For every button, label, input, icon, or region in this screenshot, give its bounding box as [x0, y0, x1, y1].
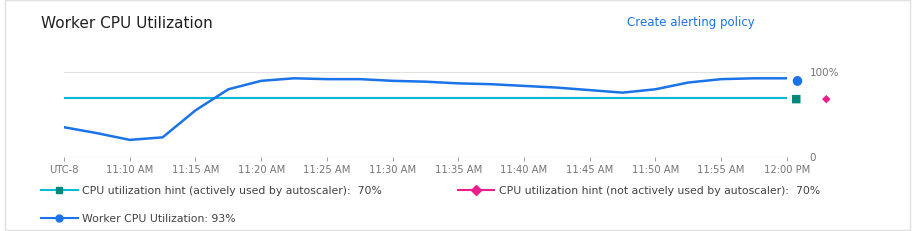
- Text: ◆: ◆: [822, 93, 830, 103]
- Text: CPU utilization hint (not actively used by autoscaler):  70%: CPU utilization hint (not actively used …: [499, 185, 820, 196]
- Text: Create alerting policy: Create alerting policy: [627, 16, 755, 29]
- Text: Worker CPU Utilization: Worker CPU Utilization: [41, 16, 213, 31]
- Text: ●: ●: [791, 73, 802, 85]
- Text: Worker CPU Utilization: 93%: Worker CPU Utilization: 93%: [82, 213, 236, 223]
- Text: 0: 0: [810, 152, 816, 162]
- Text: ■: ■: [791, 93, 802, 103]
- Text: CPU utilization hint (actively used by autoscaler):  70%: CPU utilization hint (actively used by a…: [82, 185, 382, 196]
- Text: 100%: 100%: [810, 68, 839, 78]
